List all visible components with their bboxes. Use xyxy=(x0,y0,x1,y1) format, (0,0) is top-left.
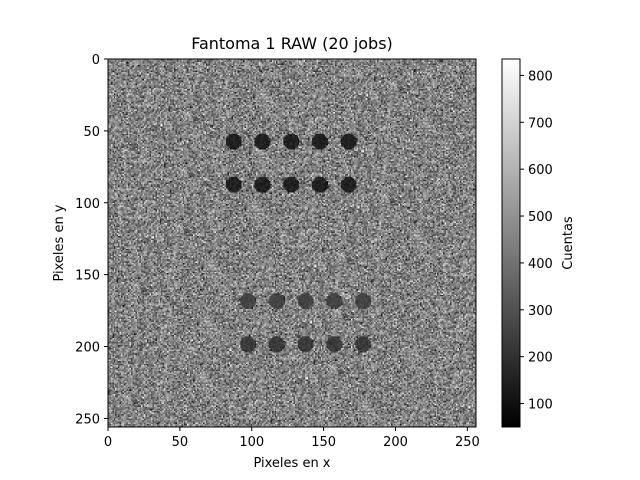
colorbar-tick-label: 400 xyxy=(528,257,553,272)
phantom-spot-6 xyxy=(225,176,241,192)
phantom-spot-3 xyxy=(283,133,299,149)
x-tick-label: 250 xyxy=(455,435,480,450)
phantom-spot-12 xyxy=(268,292,284,309)
x-tick-label: 0 xyxy=(104,435,112,450)
phantom-spot-15 xyxy=(354,292,370,309)
phantom-spot-7 xyxy=(254,176,270,192)
x-tick-label: 150 xyxy=(311,435,336,450)
phantom-spot-8 xyxy=(283,176,299,192)
phantom-spot-14 xyxy=(326,292,342,309)
colorbar-tick-label: 700 xyxy=(528,116,553,131)
phantom-spot-9 xyxy=(311,176,327,192)
x-axis-label: Pixeles en x xyxy=(253,456,330,471)
y-tick-label: 250 xyxy=(75,412,100,427)
y-tick-label: 50 xyxy=(83,125,100,140)
phantom-spot-11 xyxy=(239,292,255,309)
x-axis: 0 50 100 150 200 250 xyxy=(104,427,480,450)
phantom-spot-18 xyxy=(297,336,313,352)
y-tick-label: 100 xyxy=(75,197,100,212)
colorbar-tick-label: 200 xyxy=(528,351,553,366)
colorbar-tick-label: 600 xyxy=(528,163,553,178)
phantom-spot-17 xyxy=(268,336,284,352)
y-axis: 0 50 100 150 200 250 xyxy=(75,53,108,427)
phantom-spot-10 xyxy=(340,176,356,192)
spots-layer xyxy=(225,133,370,352)
colorbar-tick-label: 800 xyxy=(528,69,553,84)
y-tick-label: 200 xyxy=(75,341,100,356)
x-tick-label: 100 xyxy=(239,435,264,450)
colorbar-tick-label: 100 xyxy=(528,398,553,413)
colorbar-axis: 100 200 300 400 500 600 700 800 xyxy=(520,69,553,413)
chart-title: Fantoma 1 RAW (20 jobs) xyxy=(191,34,393,53)
colorbar-tick-label: 300 xyxy=(528,304,553,319)
phantom-spot-20 xyxy=(354,336,370,352)
y-tick-label: 150 xyxy=(75,269,100,284)
plot-frame xyxy=(107,58,477,428)
y-tick-label: 0 xyxy=(92,53,100,68)
phantom-spot-19 xyxy=(326,336,342,352)
phantom-spot-2 xyxy=(254,133,270,149)
image-plot xyxy=(107,58,477,428)
phantom-spot-5 xyxy=(340,133,356,149)
x-tick-label: 200 xyxy=(383,435,408,450)
y-axis-label: Pixeles en y xyxy=(52,204,67,281)
phantom-spot-16 xyxy=(239,336,255,352)
x-tick-label: 50 xyxy=(172,435,189,450)
colorbar xyxy=(501,58,521,428)
colorbar-label: Cuentas xyxy=(561,216,576,270)
phantom-spot-13 xyxy=(297,292,313,309)
heatmap-image xyxy=(108,59,476,427)
phantom-spot-4 xyxy=(311,133,327,149)
phantom-spot-1 xyxy=(225,133,241,149)
colorbar-tick-label: 500 xyxy=(528,210,553,225)
